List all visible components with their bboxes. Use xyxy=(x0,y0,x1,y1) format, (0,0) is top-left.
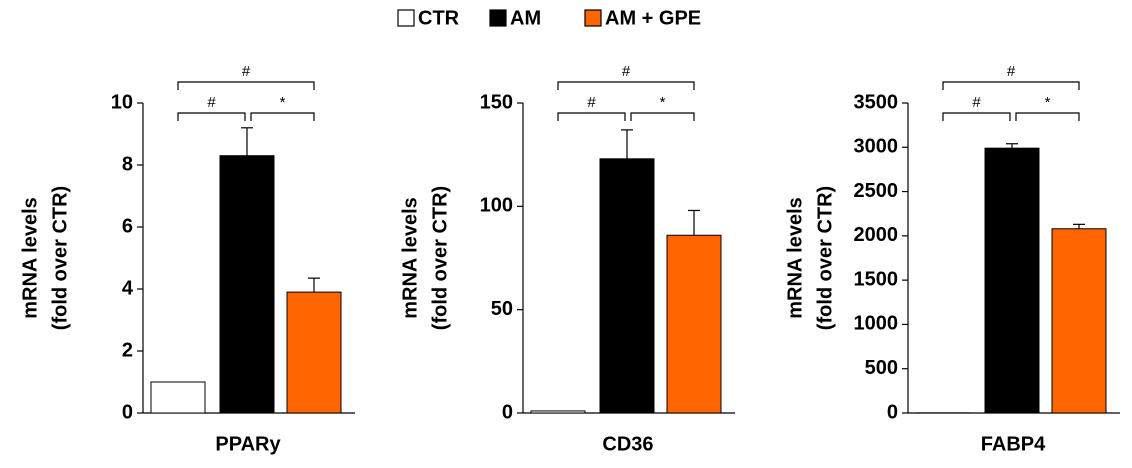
legend-swatch xyxy=(489,9,507,27)
significance-bracket xyxy=(250,112,315,121)
y-tick-label: 2500 xyxy=(854,180,899,202)
y-axis-label: (fold over CTR) xyxy=(429,186,451,330)
significance-bracket xyxy=(1015,112,1080,121)
significance-label: * xyxy=(1045,94,1051,111)
y-tick-label: 10 xyxy=(111,91,133,113)
y-tick-label: 100 xyxy=(480,195,513,217)
y-tick-label: 8 xyxy=(122,153,133,175)
x-category-label: CD36 xyxy=(602,433,653,455)
significance-bracket xyxy=(942,112,1011,121)
significance-bracket xyxy=(177,81,315,90)
x-category-label: FABP4 xyxy=(981,433,1046,455)
y-tick-label: 0 xyxy=(502,401,513,423)
significance-label: # xyxy=(587,94,596,111)
bar xyxy=(599,158,655,414)
y-tick-label: 150 xyxy=(480,91,513,113)
significance-label: # xyxy=(207,94,216,111)
bar xyxy=(984,147,1040,414)
y-tick-label: 6 xyxy=(122,215,133,237)
significance-bracket xyxy=(630,112,695,121)
y-tick-label: 1000 xyxy=(854,313,899,335)
significance-label: * xyxy=(280,94,286,111)
bar xyxy=(286,291,342,414)
y-tick-label: 1500 xyxy=(854,268,899,290)
legend-label: AM + GPE xyxy=(605,7,701,29)
y-axis-label: mRNA levels xyxy=(784,197,806,319)
y-tick-label: 2 xyxy=(122,339,133,361)
y-axis-label: mRNA levels xyxy=(399,197,421,319)
significance-bracket xyxy=(557,112,626,121)
y-axis-label: mRNA levels xyxy=(19,197,41,319)
y-tick-label: 0 xyxy=(887,401,898,423)
y-tick-label: 3000 xyxy=(854,136,899,158)
bar xyxy=(219,155,275,414)
y-tick-label: 500 xyxy=(865,357,898,379)
bar xyxy=(666,234,722,414)
significance-label: * xyxy=(660,94,666,111)
x-category-label: PPARy xyxy=(215,433,281,455)
significance-label: # xyxy=(972,94,981,111)
significance-bracket xyxy=(177,112,246,121)
y-tick-label: 4 xyxy=(122,277,134,299)
significance-bracket xyxy=(942,81,1080,90)
bar xyxy=(1051,228,1107,414)
y-axis-label: (fold over CTR) xyxy=(49,186,71,330)
y-tick-label: 3500 xyxy=(854,91,899,113)
significance-label: # xyxy=(622,63,631,80)
y-tick-label: 50 xyxy=(491,298,513,320)
y-tick-label: 2000 xyxy=(854,224,899,246)
y-axis-label: (fold over CTR) xyxy=(814,186,836,330)
legend-label: AM xyxy=(510,7,541,29)
legend-swatch xyxy=(584,9,602,27)
y-tick-label: 0 xyxy=(122,401,133,423)
legend-swatch xyxy=(397,9,415,27)
legend-label: CTR xyxy=(418,7,460,29)
significance-bracket xyxy=(557,81,695,90)
significance-label: # xyxy=(242,63,251,80)
bar xyxy=(530,410,586,414)
bar xyxy=(150,381,206,414)
significance-label: # xyxy=(1007,63,1016,80)
